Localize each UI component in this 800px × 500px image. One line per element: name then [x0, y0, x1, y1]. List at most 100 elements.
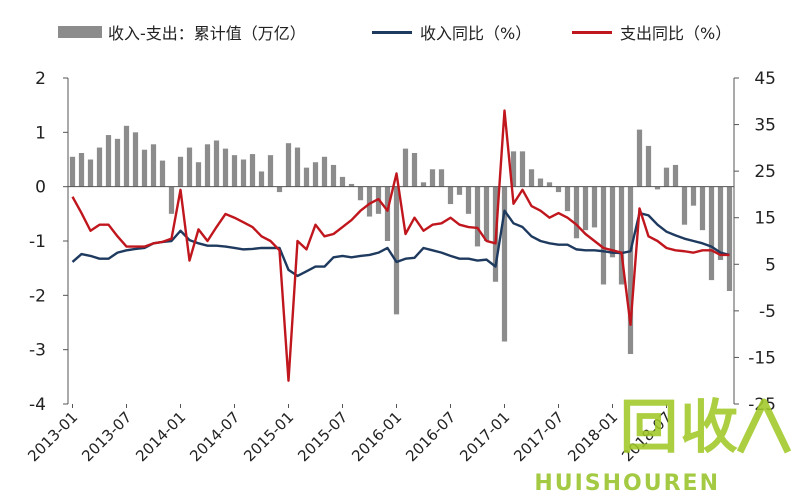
bar: [474, 186, 481, 247]
right-tick-label: 25: [754, 162, 776, 182]
house-icon: [736, 398, 792, 454]
bar: [204, 144, 211, 187]
expenditure-growth-line: [71, 109, 730, 382]
bar: [384, 186, 391, 241]
bar: [447, 186, 454, 205]
bar: [141, 149, 148, 187]
bar: [186, 147, 193, 187]
legend-swatch-expenditure: [572, 30, 612, 34]
bar: [285, 143, 292, 187]
bar: [348, 183, 355, 187]
bar: [213, 140, 220, 187]
bar-series: [69, 125, 733, 355]
bar: [672, 164, 679, 187]
bar: [429, 169, 436, 187]
bar: [609, 186, 616, 258]
bar: [555, 186, 562, 193]
bar: [717, 186, 724, 261]
bar: [222, 148, 229, 187]
x-tick-label: 2013-01: [24, 408, 81, 465]
bar: [366, 186, 373, 217]
right-tick-label: -15: [748, 348, 776, 368]
x-tick-label: 2013-07: [78, 408, 135, 465]
bar: [78, 152, 85, 187]
bar: [159, 160, 166, 187]
bar: [573, 186, 580, 239]
bar: [582, 186, 589, 231]
bar: [726, 186, 733, 291]
bar: [69, 156, 76, 187]
left-tick-label: -4: [29, 395, 46, 415]
bar: [114, 138, 121, 187]
bar: [591, 186, 598, 228]
bar: [546, 182, 553, 187]
legend-swatch-bar: [58, 26, 102, 38]
bar: [483, 186, 490, 241]
legend-item-expenditure: 支出同比（%）: [572, 18, 731, 46]
bar: [258, 171, 265, 187]
bar: [528, 169, 535, 187]
bar: [519, 151, 526, 187]
watermark-logo: 回收 HUISHOUREN: [530, 390, 800, 500]
bar: [600, 186, 607, 285]
x-tick-label: 2016-07: [402, 408, 459, 465]
bar: [195, 162, 202, 187]
right-tick-label: -5: [759, 302, 776, 322]
bar: [663, 167, 670, 187]
bar: [681, 186, 688, 225]
watermark-main-text: 回收: [619, 393, 740, 461]
bar: [699, 186, 706, 231]
right-tick-label: 45: [754, 69, 776, 89]
bar: [420, 182, 427, 187]
right-tick-label: 35: [754, 116, 776, 136]
bar: [105, 135, 112, 187]
left-tick-label: 2: [35, 69, 46, 89]
bar: [177, 156, 184, 187]
right-tick-label: 5: [765, 255, 776, 275]
bar: [690, 186, 697, 206]
bar: [501, 186, 508, 342]
legend-label-expenditure: 支出同比（%）: [620, 24, 732, 43]
bar: [402, 148, 409, 187]
bar: [303, 167, 310, 187]
bar: [294, 147, 301, 187]
legend: 收入-支出：累计值（万亿） 收入同比（%） 支出同比（%）: [0, 18, 800, 46]
bar: [708, 186, 715, 281]
bar: [510, 151, 517, 187]
bar: [564, 186, 571, 212]
x-tick-label: 2015-01: [240, 408, 297, 465]
x-tick-label: 2016-01: [348, 408, 405, 465]
bar: [654, 186, 661, 190]
left-tick-label: -2: [29, 286, 46, 306]
bar: [249, 154, 256, 187]
left-tick-label: 0: [35, 178, 46, 198]
bar: [618, 186, 625, 285]
bar: [123, 125, 130, 187]
bar: [150, 144, 157, 187]
bar: [393, 186, 400, 315]
bar: [411, 152, 418, 187]
bar: [456, 186, 463, 195]
legend-item-revenue: 收入同比（%）: [372, 18, 531, 46]
bar: [240, 159, 247, 187]
left-tick-label: -3: [29, 341, 46, 361]
right-tick-label: 15: [754, 209, 776, 229]
bar: [276, 186, 283, 193]
x-tick-label: 2014-01: [132, 408, 189, 465]
bar: [312, 162, 319, 187]
bar: [645, 145, 652, 187]
bar: [465, 186, 472, 214]
bar: [357, 186, 364, 201]
bar: [636, 129, 643, 187]
bar: [321, 156, 328, 187]
legend-label-revenue: 收入同比（%）: [420, 24, 532, 43]
legend-label-balance: 收入-支出：累计值（万亿）: [108, 24, 306, 43]
bar: [330, 164, 337, 187]
bar: [87, 159, 94, 187]
x-tick-label: 2014-07: [186, 408, 243, 465]
bar: [132, 132, 139, 187]
left-tick-label: -1: [29, 232, 46, 252]
watermark-sub-text: HUISHOUREN: [534, 471, 720, 496]
bar: [168, 186, 175, 214]
